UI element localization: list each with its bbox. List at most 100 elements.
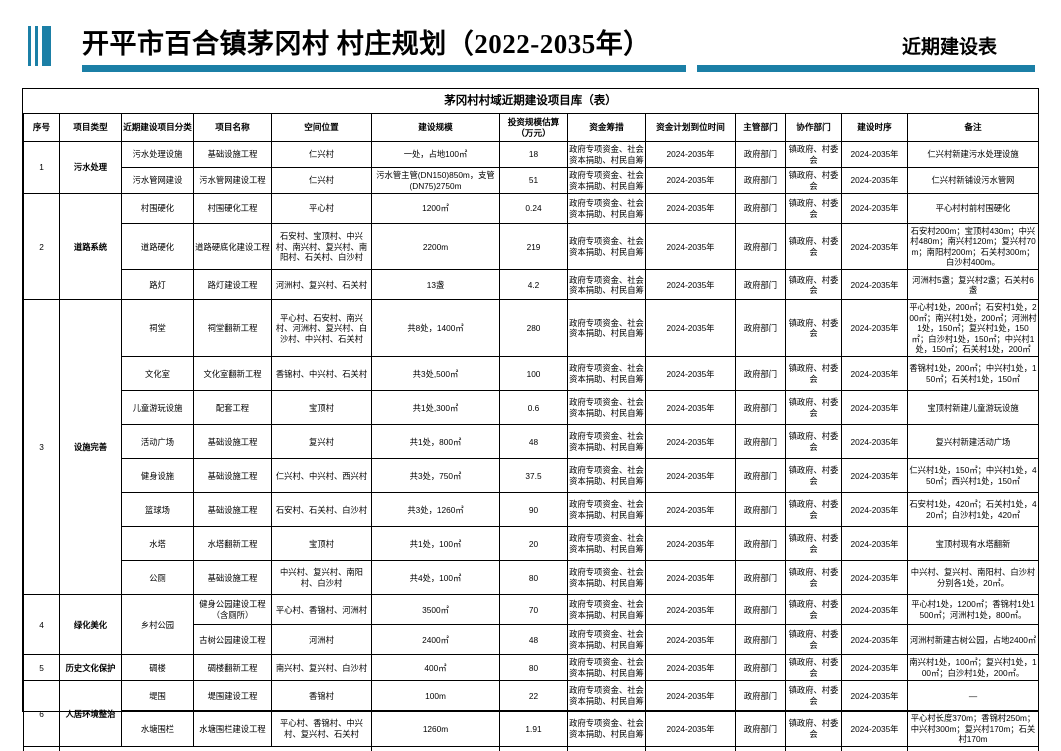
cell-investment: 219 bbox=[499, 222, 568, 271]
cell-funding: 政府专项资金、社会资本捐助、村民自筹 bbox=[567, 624, 646, 656]
cell-schedule: 2024-2035年 bbox=[841, 222, 908, 271]
cell-investment: 100 bbox=[499, 356, 568, 392]
cell-location: 平心村、香锦村、中兴村、复兴村、石关村 bbox=[271, 710, 372, 748]
header-accent-bars bbox=[28, 26, 51, 66]
cell-investment: 18 bbox=[499, 141, 568, 168]
cell-project-category: 健身设施 bbox=[121, 458, 194, 494]
cell-scale: 2200m bbox=[371, 222, 500, 271]
cell-funding-time: 2024-2035年 bbox=[645, 680, 736, 712]
cell-dept-main: 政府部门 bbox=[735, 356, 786, 392]
cell-schedule: 2024-2035年 bbox=[841, 390, 908, 426]
table-row: 4 绿化美化 乡村公园 健身公园建设工程（含厕所） 平心村、香锦村、河洲村 3500㎡ 70… bbox=[23, 594, 1039, 656]
cell-dept-coop: 镇政府、村委会 bbox=[785, 624, 842, 656]
cell-remark: 平心村长度370m；香锦村250m；中兴村300m；复兴村170m；石关村170… bbox=[907, 710, 1039, 748]
cell-project-type: 历史文化保护 bbox=[59, 654, 122, 682]
cell-location: 仁兴村 bbox=[271, 167, 372, 194]
cell-investment: 37.5 bbox=[499, 458, 568, 494]
table-row: 5 历史文化保护 碉楼 碉楼翻新工程 南兴村、复兴村、白沙村 400㎡ 80 政府专项资金、社… bbox=[23, 654, 1039, 682]
cell-remark: 宝顶村新建儿童游玩设施 bbox=[907, 390, 1039, 426]
cell-investment: 51 bbox=[499, 167, 568, 194]
cell-location: 复兴村 bbox=[271, 424, 372, 460]
cell-project-name: 文化室翻新工程 bbox=[193, 356, 272, 392]
cell-remark: 石安村1处，420㎡；石关村1处，420㎡；白沙村1处，420㎡ bbox=[907, 492, 1039, 528]
cell-total-funding: — bbox=[567, 746, 646, 751]
cell-project-type: 人居环境整治 bbox=[59, 680, 122, 748]
cell-remark: 仁兴村新建污水处理设施 bbox=[907, 141, 1039, 168]
cell-schedule: 2024-2035年 bbox=[841, 560, 908, 596]
cell-dept-main: 政府部门 bbox=[735, 222, 786, 271]
cell-schedule: 2024-2035年 bbox=[841, 624, 908, 656]
cell-funding-time: 2024-2035年 bbox=[645, 458, 736, 494]
page-subtitle: 近期建设表 bbox=[901, 37, 997, 58]
cell-remark: 仁兴村新铺设污水管网 bbox=[907, 167, 1039, 194]
table-header-row: 序号 项目类型 近期建设项目分类 项目名称 空间位置 建设规模 投资规模估算 （万元） 资金筹措… bbox=[23, 113, 1039, 142]
table-row: 路灯 路灯建设工程 河洲村、复兴村、石关村 13盏 4.2 政府专项资金、社会资本捐助、村… bbox=[24, 269, 1039, 301]
cell-dept-main: 政府部门 bbox=[735, 390, 786, 426]
cell-schedule: 2024-2035年 bbox=[841, 424, 908, 460]
cell-schedule: 2024-2035年 bbox=[841, 458, 908, 494]
cell-location: 香锦村 bbox=[271, 680, 372, 712]
cell-scale: 1200㎡ bbox=[371, 193, 500, 224]
cell-funding: 政府专项资金、社会资本捐助、村民自筹 bbox=[567, 458, 646, 494]
cell-project-name: 污水管网建设工程 bbox=[193, 167, 272, 194]
column-header-12: 备注 bbox=[907, 113, 1039, 142]
table-caption: 茅冈村村域近期建设项目库（表） bbox=[444, 95, 617, 107]
cell-scale: 3500㎡ bbox=[371, 594, 500, 626]
cell-funding: 政府专项资金、社会资本捐助、村民自筹 bbox=[567, 356, 646, 392]
cell-total-funding-time: — bbox=[645, 746, 736, 751]
cell-scale: 共3处，750㎡ bbox=[371, 458, 500, 494]
column-header-0: 序号 bbox=[23, 113, 60, 142]
cell-remark: 平心村村前村围硬化 bbox=[907, 193, 1039, 224]
cell-location: 石安村、宝顶村、中兴村、南兴村、复兴村、南阳村、石关村、白沙村 bbox=[271, 222, 372, 271]
column-header-5: 建设规模 bbox=[371, 113, 500, 142]
cell-schedule: 2024-2035年 bbox=[841, 193, 908, 224]
cell-dept-main: 政府部门 bbox=[735, 299, 786, 358]
cell-scale: 1260m bbox=[371, 710, 500, 748]
table-row: 儿童游玩设施 配套工程 宝顶村 共1处,300㎡ 0.6 政府专项资金、社会资本捐助、村民… bbox=[24, 390, 1039, 426]
cell-dept-coop: 镇政府、村委会 bbox=[785, 680, 842, 712]
cell-scale: 共4处，100㎡ bbox=[371, 560, 500, 596]
cell-investment: 90 bbox=[499, 492, 568, 528]
cell-schedule: 2024-2035年 bbox=[841, 356, 908, 392]
cell-funding-time: 2024-2035年 bbox=[645, 299, 736, 358]
cell-funding-time: 2024-2035年 bbox=[645, 269, 736, 301]
cell-scale: 2400㎡ bbox=[371, 624, 500, 656]
cell-project-category: 污水管网建设 bbox=[121, 167, 194, 194]
cell-dept-coop: 镇政府、村委会 bbox=[785, 356, 842, 392]
cell-dept-main: 政府部门 bbox=[735, 269, 786, 301]
cell-investment: 70 bbox=[499, 594, 568, 626]
cell-dept-main: 政府部门 bbox=[735, 458, 786, 494]
cell-funding-time: 2024-2035年 bbox=[645, 526, 736, 562]
cell-funding: 政府专项资金、社会资本捐助、村民自筹 bbox=[567, 594, 646, 626]
cell-scale: 13盏 bbox=[371, 269, 500, 301]
table-row: 健身设施 基础设施工程 仁兴村、中兴村、西兴村 共3处，750㎡ 37.5 政府专项资金、… bbox=[24, 458, 1039, 494]
cell-scale: 100m bbox=[371, 680, 500, 712]
cell-investment: 4.2 bbox=[499, 269, 568, 301]
cell-dept-main: 政府部门 bbox=[735, 141, 786, 168]
table-row: 2 道路系统 村围硬化 村围硬化工程 平心村 1200㎡ 0.24 政府专项资金、社会资本捐助… bbox=[23, 192, 1039, 301]
cell-schedule: 2024-2035年 bbox=[841, 141, 908, 168]
cell-dept-coop: 镇政府、村委会 bbox=[785, 560, 842, 596]
cell-project-name: 路灯建设工程 bbox=[193, 269, 272, 301]
cell-investment: 22 bbox=[499, 680, 568, 712]
cell-project-category: 公厕 bbox=[121, 560, 194, 596]
table-row: 道路硬化 道路硬底化建设工程 石安村、宝顶村、中兴村、南兴村、复兴村、南阳村、石关村… bbox=[24, 222, 1039, 271]
cell-investment: 80 bbox=[499, 654, 568, 682]
cell-remark: 平心村1处，200㎡；石安村1处，200㎡；南兴村1处，200㎡；河洲村1处，1… bbox=[907, 299, 1039, 358]
cell-total-schedule: — bbox=[841, 746, 908, 751]
cell-dept-main: 政府部门 bbox=[735, 560, 786, 596]
cell-remark: 宝顶村现有水塔翻新 bbox=[907, 526, 1039, 562]
cell-remark: 石安村200m；宝顶村430m；中兴村480m；南兴村120m；复兴村70m；南… bbox=[907, 222, 1039, 271]
cell-investment: 80 bbox=[499, 560, 568, 596]
cell-project-name: 基础设施工程 bbox=[193, 492, 272, 528]
page-title: 开平市百合镇茅冈村 村庄规划（2022-2035年） bbox=[82, 29, 651, 59]
cell-remark: 复兴村新建活动广场 bbox=[907, 424, 1039, 460]
cell-project-category: 堤围 bbox=[121, 680, 194, 712]
cell-dept-coop: 镇政府、村委会 bbox=[785, 526, 842, 562]
cell-dept-coop: 镇政府、村委会 bbox=[785, 594, 842, 626]
cell-dept-main: 政府部门 bbox=[735, 680, 786, 712]
cell-investment: 1.91 bbox=[499, 710, 568, 748]
cell-schedule: 2024-2035年 bbox=[841, 710, 908, 748]
cell-dept-coop: 镇政府、村委会 bbox=[785, 167, 842, 194]
